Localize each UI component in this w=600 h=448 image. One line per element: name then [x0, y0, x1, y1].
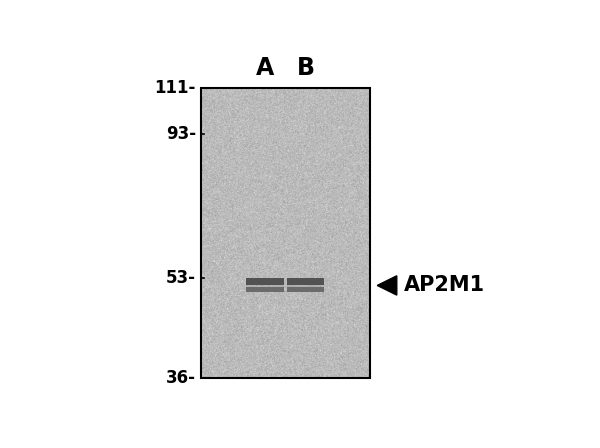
Text: A: A	[256, 56, 274, 80]
Bar	[247, 287, 284, 293]
Text: 111-: 111-	[155, 79, 196, 97]
Text: 93-: 93-	[166, 125, 196, 143]
Polygon shape	[377, 276, 397, 295]
Bar	[247, 278, 284, 284]
Bar	[287, 284, 325, 287]
Bar	[287, 287, 325, 293]
Text: 36-: 36-	[166, 369, 196, 387]
Bar	[287, 278, 325, 284]
Bar	[200, 88, 370, 378]
Text: B: B	[297, 56, 315, 80]
Bar	[247, 284, 284, 287]
Text: 53-: 53-	[166, 270, 196, 288]
Text: AP2M1: AP2M1	[404, 276, 485, 295]
